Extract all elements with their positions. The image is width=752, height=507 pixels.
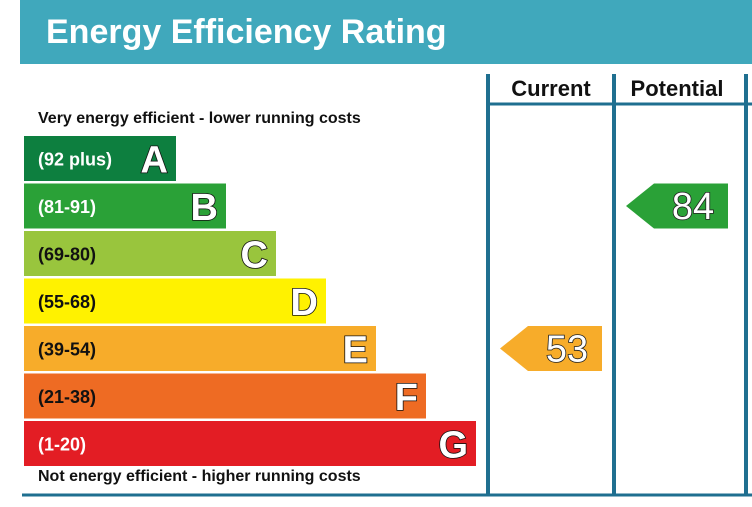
rating-value-label: 84	[672, 186, 714, 228]
band-range-label: (39-54)	[38, 340, 96, 360]
column-header-potential: Potential	[631, 76, 724, 101]
rating-arrow-shape	[500, 326, 602, 371]
band-bar-d	[24, 278, 326, 324]
band-range-label: (69-80)	[38, 245, 96, 265]
band-letter-label: C	[241, 235, 268, 277]
band-d: (55-68) D	[24, 278, 326, 325]
band-range-label: (81-91)	[38, 197, 96, 217]
table-frame	[22, 74, 752, 497]
rating-potential: 84	[626, 183, 728, 229]
band-e: (39-54) E	[24, 326, 376, 372]
band-bar-a	[24, 136, 176, 181]
band-bar-b	[24, 183, 226, 229]
band-bar-e	[24, 326, 376, 371]
band-letter-label: E	[343, 330, 368, 372]
band-bar-g	[24, 421, 476, 466]
rating-arrows: 53 84	[500, 183, 728, 371]
rating-current: 53	[500, 326, 602, 371]
rating-arrow-shape	[626, 183, 728, 229]
band-c: (69-80) C	[24, 231, 276, 277]
band-letter-label: B	[191, 187, 218, 229]
band-a: (92 plus) A	[24, 136, 176, 182]
top-caption: Very energy efficient - lower running co…	[38, 110, 361, 127]
band-letter-label: G	[438, 425, 468, 467]
header-banner: Energy Efficiency Rating	[20, 0, 752, 64]
band-range-label: (21-38)	[38, 387, 96, 407]
rating-bands: (92 plus) A(81-91) B(69-80) C(55-68) D(39-54…	[24, 136, 476, 467]
band-f: (21-38) F	[24, 373, 426, 420]
bottom-caption: Not energy efficient - higher running co…	[38, 468, 361, 485]
band-range-label: (92 plus)	[38, 150, 112, 170]
band-range-label: (1-20)	[38, 435, 86, 455]
rating-value-label: 53	[546, 329, 588, 371]
band-bar-f	[24, 373, 426, 419]
band-bar-c	[24, 231, 276, 276]
band-letter-label: D	[291, 282, 318, 324]
column-header-current: Current	[511, 76, 591, 101]
band-g: (1-20) G	[24, 421, 476, 467]
band-range-label: (55-68)	[38, 292, 96, 312]
band-b: (81-91) B	[24, 183, 226, 230]
page-title: Energy Efficiency Rating	[46, 13, 447, 51]
band-letter-label: F	[395, 377, 418, 419]
band-letter-label: A	[141, 140, 168, 182]
